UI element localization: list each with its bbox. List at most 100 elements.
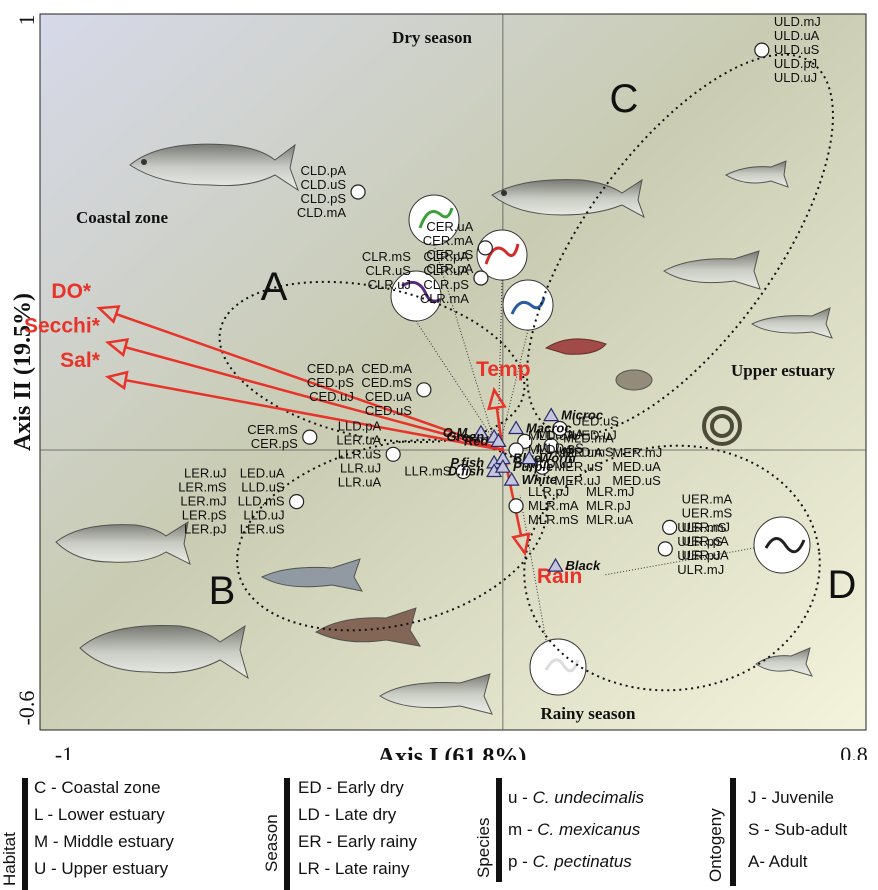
sample-point — [455, 463, 471, 480]
legend-ontogeny-title: Ontogeny — [706, 808, 725, 882]
sample-label: ULD.uJ — [774, 70, 817, 85]
plot-background — [39, 13, 867, 731]
vector-arrowhead — [104, 370, 129, 391]
vector-label: Sal* — [60, 349, 101, 372]
cluster-label-d: D — [828, 563, 857, 607]
sample-point — [416, 382, 432, 398]
vector-line — [115, 312, 504, 452]
sample-label: CED.pA — [307, 361, 354, 376]
sample-point — [662, 519, 678, 536]
sample-label: MER.uS — [554, 459, 603, 474]
bubble-leader-lines — [415, 244, 755, 641]
legend-ontogeny-item: S - Sub-adult — [748, 820, 848, 839]
species-label: Microc — [561, 408, 604, 423]
crab-illustration — [615, 369, 653, 391]
sample-label: LER.pS — [182, 508, 227, 523]
species-label: Red — [464, 433, 490, 448]
sample-label: UED.uJ — [572, 428, 617, 443]
sample-label: LER.uA — [336, 432, 381, 447]
sample-label: MLD.uJ — [528, 456, 573, 471]
sample-label: LER.uS — [240, 522, 285, 537]
species-label: O.M. — [443, 425, 471, 440]
vector-arrowhead — [511, 532, 531, 557]
sample-label: MLR.mA — [528, 498, 579, 513]
species-point — [490, 433, 507, 447]
sample-label: CED.mS — [361, 375, 412, 390]
sample-label: CLR.pS — [423, 277, 469, 292]
sample-label: CER.mS — [247, 422, 298, 437]
vector-arrowhead — [104, 337, 130, 358]
sample-label: MLR.uA — [586, 512, 633, 527]
worm-bubbles — [390, 194, 811, 696]
sample-label: LLD.pA — [338, 418, 382, 433]
sample-label: ULD.uA — [774, 28, 820, 43]
legend-habitat-title: Habitat — [0, 832, 19, 886]
sample-label: LED.uA — [240, 466, 285, 481]
sample-point — [302, 429, 318, 445]
sample-label: ULD.mJ — [774, 14, 821, 29]
sample-label: ULR.mS — [677, 520, 726, 535]
sample-label: CED.mA — [361, 361, 412, 376]
species-label: P.fish — [450, 455, 484, 470]
vector-label: Secchi* — [24, 315, 101, 338]
sample-point — [289, 494, 305, 510]
sample-label: LLR.pJ — [528, 484, 569, 499]
sample-label: LLD.uJ — [243, 508, 284, 523]
shrimp-illustration — [544, 338, 607, 355]
sample-point — [534, 459, 550, 475]
sample-label: MER.uA — [554, 445, 603, 460]
vector-line — [124, 346, 504, 452]
sample-label: CER.pA — [426, 261, 473, 276]
x-tick-max: 0.8 — [840, 742, 868, 760]
sample-label: LER.mJ — [180, 494, 226, 509]
legend-habitat-item: M - Middle estuary — [34, 832, 174, 851]
sample-label: MLD.mS — [563, 445, 614, 460]
legend-habitat-item: L - Lower estuary — [34, 805, 165, 824]
sample-label: CLR.uJ — [368, 277, 411, 292]
x-axis-title: Axis I (61.8%) — [378, 744, 527, 760]
vector-line — [125, 378, 504, 452]
species-label: Purple — [513, 459, 553, 474]
legend-species-item: u - C. undecimalis — [508, 788, 645, 807]
sample-label: CLD.uS — [301, 177, 347, 192]
sample-point — [385, 446, 401, 462]
sample-label: ULR.pJ — [677, 548, 720, 563]
species-points: O.M.GreenRedMacrocMicrocP.fishBlueWormD.… — [443, 407, 604, 573]
legend-species-bar — [496, 778, 502, 882]
y-tick-max: 1 — [14, 15, 39, 26]
species-label: Macroc — [526, 421, 572, 436]
coiled-worm-illustration — [702, 406, 743, 446]
legend-ontogeny-bar — [730, 778, 736, 886]
sample-label: MLR.mS — [528, 512, 579, 527]
cluster-ellipses — [218, 53, 834, 692]
blue-worm-bubble — [502, 279, 554, 331]
sample-label: UER.mS — [682, 505, 733, 520]
sample-label: CED.uA — [365, 389, 412, 404]
sample-label: MED.uS — [612, 473, 661, 488]
species-point — [547, 557, 564, 572]
sample-point — [508, 498, 524, 514]
sample-label: LLR.mS — [404, 464, 451, 479]
sample-label: ULR.mJ — [677, 562, 724, 577]
purple-worm-bubble — [390, 270, 442, 322]
sample-label: CLR.uA — [423, 263, 469, 278]
sample-label: CED.pS — [307, 375, 354, 390]
legend-season-title: Season — [262, 814, 281, 872]
sample-point — [350, 184, 366, 200]
sample-label: LER.pJ — [184, 522, 227, 537]
sample-label: CLR.mS — [362, 249, 411, 264]
species-label: Green — [447, 429, 485, 444]
cluster-label-c: C — [610, 77, 639, 121]
cluster-label-b: B — [209, 569, 236, 613]
vector-arrowhead — [487, 386, 507, 411]
sample-label: LLR.uJ — [340, 460, 381, 475]
sample-label: UER.uA — [682, 547, 729, 562]
legend-ontogeny-item: A- Adult — [748, 852, 808, 871]
black-worm-bubble — [753, 516, 811, 574]
species-point — [472, 424, 489, 439]
sample-label: LER.uJ — [184, 466, 227, 481]
species-label: Black — [566, 558, 601, 573]
legend-habitat-item: C - Coastal zone — [34, 778, 161, 797]
sample-label: CLR.mA — [420, 291, 469, 306]
